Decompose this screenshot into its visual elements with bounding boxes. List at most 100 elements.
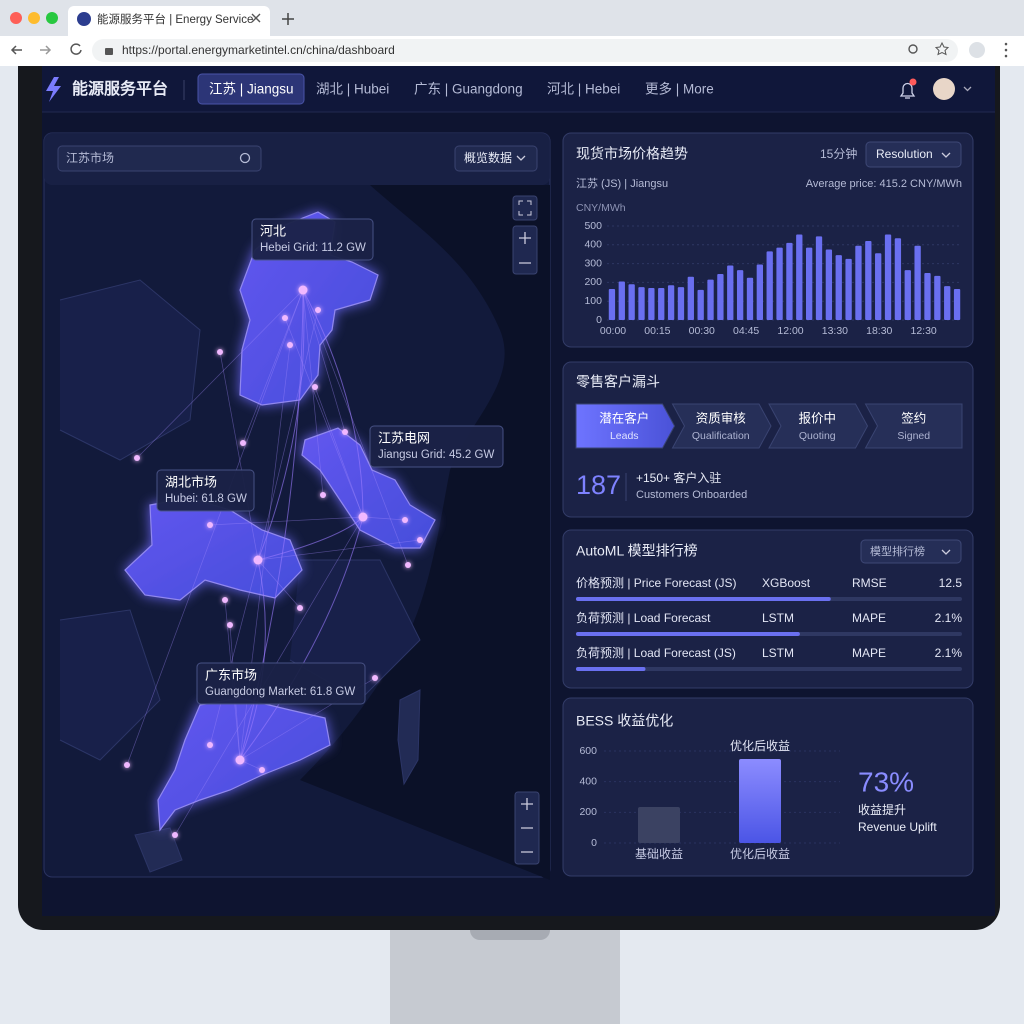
funnel-stage[interactable] (864, 403, 963, 449)
funnel-stage[interactable] (671, 403, 772, 449)
grid-node[interactable] (417, 537, 423, 543)
price-bar[interactable] (904, 270, 911, 320)
active-tab[interactable] (68, 6, 270, 36)
price-bar[interactable] (865, 241, 872, 320)
grid-node[interactable] (172, 832, 178, 838)
price-bar[interactable] (944, 286, 951, 320)
map-label-box[interactable] (369, 425, 504, 468)
grid-node[interactable] (240, 440, 246, 446)
price-bar[interactable] (845, 258, 852, 320)
map-view-menu[interactable] (454, 145, 538, 172)
price-bar[interactable] (727, 265, 734, 320)
grid-node[interactable] (134, 455, 140, 461)
grid-node[interactable] (402, 517, 408, 523)
grid-node[interactable] (312, 384, 318, 390)
region-tab[interactable]: 更多 | More (645, 81, 714, 97)
map-label-box[interactable] (251, 218, 374, 261)
price-bar[interactable] (628, 284, 635, 320)
funnel-stage[interactable] (575, 403, 676, 449)
user-menu-caret[interactable] (963, 86, 972, 92)
price-bar[interactable] (707, 279, 714, 320)
grid-node[interactable] (222, 597, 228, 603)
bookmark-star[interactable] (934, 41, 950, 56)
address-bar[interactable] (92, 39, 958, 62)
region-tab[interactable]: 河北 | Hebei (547, 82, 620, 97)
grid-node[interactable] (207, 742, 213, 748)
map-search[interactable] (57, 145, 262, 172)
grid-node[interactable] (124, 762, 130, 768)
fullscreen-button[interactable] (512, 195, 538, 221)
price-bar[interactable] (697, 289, 704, 320)
grid-node[interactable] (358, 512, 368, 522)
map-label-box[interactable] (156, 469, 255, 512)
grid-node[interactable] (259, 767, 265, 773)
automl-menu[interactable] (860, 539, 962, 564)
region-tab[interactable]: 广东 | Guangdong (414, 82, 523, 97)
profile-icon[interactable] (969, 42, 985, 58)
bess-bar[interactable] (638, 806, 680, 843)
price-bar[interactable] (608, 288, 616, 320)
grid-node[interactable] (342, 429, 348, 435)
price-bar[interactable] (677, 287, 685, 320)
price-bar[interactable] (815, 236, 823, 320)
grid-node[interactable] (227, 622, 233, 628)
price-bar[interactable] (667, 285, 675, 320)
grid-node[interactable] (405, 562, 411, 568)
price-bar[interactable] (934, 275, 941, 320)
price-bar[interactable] (884, 234, 892, 320)
grid-node[interactable] (235, 755, 245, 765)
new-tab[interactable] (282, 13, 294, 25)
price-bar[interactable] (736, 270, 744, 320)
active-tab-bg[interactable] (197, 73, 305, 105)
price-bar[interactable] (776, 247, 783, 320)
x-tick-label: 12:30 (910, 325, 936, 337)
price-bar[interactable] (953, 288, 961, 320)
region-tab[interactable]: 湖北 | Hubei (316, 82, 389, 97)
funnel-stage[interactable] (768, 403, 869, 449)
grid-node[interactable] (253, 555, 263, 565)
price-bar[interactable] (875, 253, 882, 320)
close-dot[interactable] (10, 12, 22, 24)
price-bar[interactable] (805, 247, 813, 320)
price-bar[interactable] (687, 276, 694, 320)
price-bar[interactable] (648, 288, 655, 320)
back-button[interactable] (10, 45, 22, 55)
price-bar[interactable] (618, 281, 625, 320)
zoom-dot[interactable] (46, 12, 58, 24)
price-bar[interactable] (756, 264, 764, 320)
user-avatar[interactable] (933, 78, 955, 100)
minimize-dot[interactable] (28, 12, 40, 24)
grid-node[interactable] (298, 285, 308, 295)
forward-button[interactable] (40, 45, 52, 55)
price-bar[interactable] (658, 288, 665, 320)
price-bar[interactable] (766, 251, 773, 320)
region-tab[interactable]: 江苏 | Jiangsu (209, 82, 294, 97)
notification-bell[interactable] (899, 82, 916, 99)
reload-button[interactable] (70, 43, 82, 55)
bess-bar[interactable] (739, 758, 781, 843)
price-bar[interactable] (638, 287, 645, 320)
price-bar[interactable] (835, 255, 842, 320)
price-bar[interactable] (914, 245, 921, 320)
price-bar[interactable] (796, 234, 803, 320)
grid-node[interactable] (315, 307, 321, 313)
highlighted-province (157, 697, 331, 832)
map-label-box[interactable] (196, 662, 366, 705)
price-bar[interactable] (894, 238, 902, 320)
grid-node[interactable] (287, 342, 293, 348)
grid-node[interactable] (372, 675, 378, 681)
resolution-menu[interactable] (865, 141, 962, 168)
grid-node[interactable] (320, 492, 326, 498)
price-bar[interactable] (855, 245, 862, 320)
grid-node[interactable] (282, 315, 288, 321)
price-bar[interactable] (786, 242, 793, 320)
price-bar[interactable] (825, 249, 833, 321)
tab-close[interactable] (251, 13, 261, 23)
grid-node[interactable] (217, 349, 223, 355)
grid-node[interactable] (297, 605, 303, 611)
grid-node[interactable] (207, 522, 213, 528)
price-bar[interactable] (746, 277, 754, 320)
zoom-icon[interactable] (908, 44, 918, 54)
price-bar[interactable] (924, 273, 931, 320)
price-bar[interactable] (717, 273, 724, 320)
